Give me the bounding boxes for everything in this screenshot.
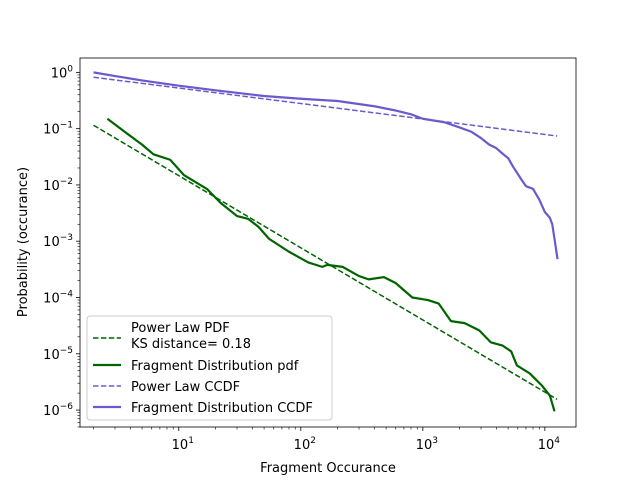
legend-label-fragment-ccdf: Fragment Distribution CCDF (131, 401, 313, 416)
y-tick-label: 10−5 (43, 346, 73, 363)
axes-frame (79, 57, 577, 428)
series-line-fragment-distribution-ccdf (93, 71, 559, 260)
x-tick-label: 101 (172, 436, 194, 453)
series-layer (93, 71, 559, 412)
legend-label-ks-distance: KS distance= 0.18 (131, 337, 251, 352)
legend-label-fragment-pdf: Fragment Distribution pdf (131, 359, 299, 374)
series-line-power-law-ccdf (93, 76, 558, 137)
legend-box (86, 315, 333, 421)
series-line-power-law-pdf (93, 124, 558, 400)
x-axis-label: Fragment Occurance (260, 461, 396, 476)
x-tick-label: 104 (538, 436, 561, 453)
legend-label-power-law-pdf: Power Law PDF (131, 321, 230, 336)
legend-label-power-law-ccdf: Power Law CCDF (131, 380, 240, 395)
legend: Power Law PDF KS distance= 0.18 Fragment… (86, 315, 333, 421)
y-tick-label: 10−3 (43, 233, 73, 250)
y-tick-label: 10−1 (43, 121, 73, 138)
y-tick-label: 10−4 (43, 289, 73, 306)
tick-layer: 101 102 103 104 10−6 10−5 10−4 10−3 10−2 10−1 100 (43, 64, 560, 453)
y-axis-label: Probability (occurance) (16, 167, 31, 317)
x-tick-label: 103 (416, 436, 438, 453)
y-tick-label: 100 (51, 64, 74, 81)
y-tick-label: 10−6 (43, 402, 73, 419)
y-tick-label: 10−2 (43, 177, 73, 194)
series-line-fragment-distribution-pdf (106, 117, 556, 412)
x-tick-label: 102 (294, 436, 316, 453)
